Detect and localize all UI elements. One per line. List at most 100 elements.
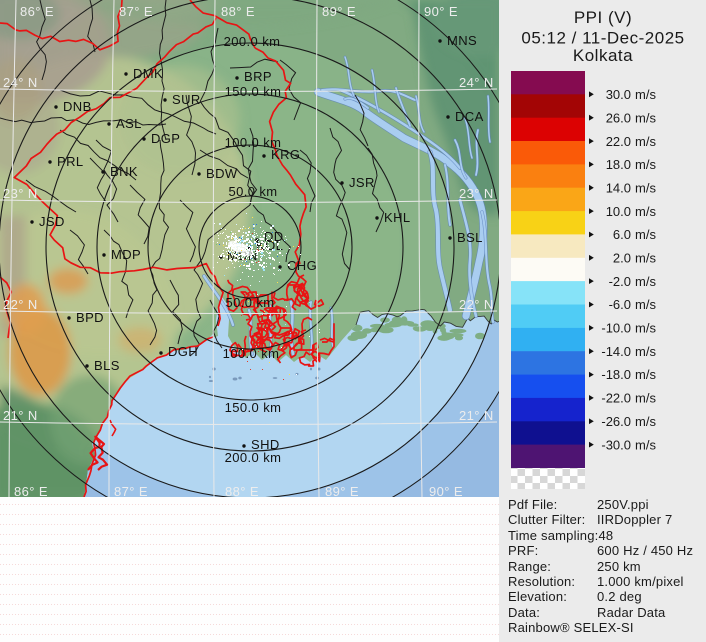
svg-text:m/s: m/s [635,87,656,102]
svg-text:BPD: BPD [76,310,104,325]
svg-text:PRL: PRL [57,154,84,169]
svg-text:DGP: DGP [151,131,180,146]
svg-text:88° E: 88° E [225,484,259,499]
svg-text:DD: DD [264,229,284,244]
svg-text:18.0: 18.0 [606,157,631,172]
svg-text:-30.0: -30.0 [601,437,631,452]
svg-text:SUR: SUR [172,92,201,107]
svg-text:Kolkata: Kolkata [573,46,633,65]
svg-text:23° N: 23° N [459,186,494,201]
svg-text:m/s: m/s [635,157,656,172]
svg-text:87° E: 87° E [114,484,148,499]
svg-text:150.0 km: 150.0 km [225,400,282,415]
svg-text:30.0: 30.0 [606,87,631,102]
svg-text:m/s: m/s [635,414,656,429]
svg-text:m/s: m/s [635,297,656,312]
svg-text:JSR: JSR [349,175,375,190]
svg-text:m/s: m/s [635,251,656,266]
svg-text:Clutter Filter:: Clutter Filter: [508,512,585,527]
svg-text:Pdf File:: Pdf File: [508,497,557,512]
svg-text:ASL: ASL [116,116,142,131]
svg-text:-14.0: -14.0 [601,344,631,359]
svg-text:-2.0: -2.0 [609,274,631,289]
svg-text:m/s: m/s [635,391,656,406]
svg-text:200.0 km: 200.0 km [224,34,281,49]
svg-text:200.0 km: 200.0 km [225,450,282,465]
svg-text:Data:: Data: [508,605,540,620]
svg-text:100.0 km: 100.0 km [223,346,280,361]
svg-text:-26.0: -26.0 [601,414,631,429]
svg-text:22.0: 22.0 [606,134,631,149]
svg-text:PRF:: PRF: [508,543,538,558]
svg-text:1.000 km/pixel: 1.000 km/pixel [597,574,684,589]
svg-text:BNK: BNK [110,164,138,179]
svg-text:87° E: 87° E [119,4,153,19]
svg-text:DMK: DMK [133,66,163,81]
svg-text:-6.0: -6.0 [609,297,631,312]
svg-text:MNS: MNS [447,33,477,48]
svg-text:m/s: m/s [635,437,656,452]
svg-text:2.0: 2.0 [613,251,631,266]
svg-text:m/s: m/s [635,367,656,382]
svg-text:90° E: 90° E [424,4,458,19]
svg-text:Rainbow® SELEX-SI: Rainbow® SELEX-SI [508,620,634,635]
svg-text:250V.ppi: 250V.ppi [597,497,649,512]
svg-text:Elevation:: Elevation: [508,589,567,604]
svg-text:0.2 deg: 0.2 deg [597,589,642,604]
svg-text:88° E: 88° E [221,4,255,19]
svg-text:600 Hz / 450 Hz: 600 Hz / 450 Hz [597,543,693,558]
svg-text:150.0 km: 150.0 km [225,84,282,99]
svg-text:89° E: 89° E [322,4,356,19]
svg-text:6.0: 6.0 [613,227,631,242]
svg-text:KHL: KHL [384,210,411,225]
svg-text:MDP: MDP [111,247,141,262]
svg-text:m/s: m/s [635,180,656,195]
svg-text:23° N: 23° N [3,186,38,201]
svg-text:50.0 km: 50.0 km [228,184,277,199]
svg-text:BRP: BRP [244,69,272,84]
svg-text:22° N: 22° N [3,297,38,312]
svg-text:86° E: 86° E [20,4,54,19]
svg-text:Radar Data: Radar Data [597,605,666,620]
svg-text:BLS: BLS [94,358,120,373]
svg-text:26.0: 26.0 [606,110,631,125]
svg-text:05:12 / 11-Dec-2025: 05:12 / 11-Dec-2025 [521,29,684,48]
svg-text:250 km: 250 km [597,559,641,574]
svg-text:Time sampling:48: Time sampling:48 [508,528,613,543]
svg-text:BSL: BSL [457,230,483,245]
svg-text:-22.0: -22.0 [601,391,631,406]
svg-text:DGH: DGH [168,344,198,359]
svg-text:-18.0: -18.0 [601,367,631,382]
svg-text:89° E: 89° E [325,484,359,499]
svg-text:SHD: SHD [251,437,280,452]
svg-text:22° N: 22° N [459,297,494,312]
svg-text:m/s: m/s [635,134,656,149]
svg-text:m/s: m/s [635,344,656,359]
svg-text:JSD: JSD [39,214,65,229]
svg-text:DNB: DNB [63,99,92,114]
svg-text:21° N: 21° N [3,408,38,423]
svg-text:m/s: m/s [635,227,656,242]
svg-text:DCA: DCA [455,109,484,124]
svg-text:BDW: BDW [206,166,238,181]
svg-text:PPI (V): PPI (V) [574,8,632,27]
svg-text:86° E: 86° E [14,484,48,499]
svg-text:Resolution:: Resolution: [508,574,575,589]
svg-text:90° E: 90° E [429,484,463,499]
svg-text:m/s: m/s [635,204,656,219]
svg-text:14.0: 14.0 [606,180,631,195]
svg-text:m/s: m/s [635,110,656,125]
svg-text:100.0 km: 100.0 km [225,135,282,150]
svg-text:m/s: m/s [635,321,656,336]
svg-text:21° N: 21° N [459,408,494,423]
svg-text:-10.0: -10.0 [601,321,631,336]
svg-text:KRG: KRG [271,147,300,162]
svg-text:IIRDoppler 7: IIRDoppler 7 [597,512,672,527]
svg-text:10.0: 10.0 [606,204,631,219]
svg-text:Range:: Range: [508,559,551,574]
svg-text:24° N: 24° N [459,75,494,90]
svg-text:24° N: 24° N [3,75,38,90]
svg-text:m/s: m/s [635,274,656,289]
svg-text:50.0 km: 50.0 km [225,295,274,310]
svg-text:CHG: CHG [287,258,317,273]
